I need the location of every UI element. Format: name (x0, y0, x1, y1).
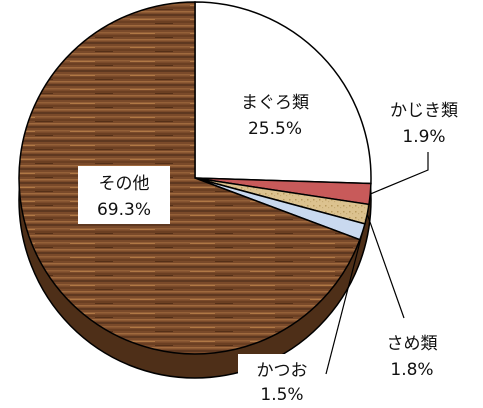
label-bg-other (78, 166, 170, 224)
slice-label-other: その他 (99, 174, 150, 194)
slice-value-same: 1.8% (390, 360, 433, 380)
leader-lines (325, 152, 429, 375)
slice-label-maguro: まぐろ類 (241, 93, 309, 113)
slice-other (18, 1, 361, 355)
slice-value-maguro: 25.5% (248, 119, 302, 139)
slice-value-other: 69.3% (97, 200, 151, 220)
slice-label-katsuo: かつお (257, 361, 308, 381)
pie-slices (18, 1, 372, 355)
label-bg-katsuo (238, 354, 324, 406)
leader-same (366, 214, 405, 319)
slice-value-kajiki: 1.9% (402, 127, 445, 147)
label-bg-same (368, 326, 456, 382)
slice-value-katsuo: 1.5% (260, 385, 303, 405)
leader-kajiki (370, 152, 429, 195)
leader-katsuo (325, 231, 364, 375)
slice-label-same: さめ類 (387, 334, 438, 354)
label-bg-kajiki (376, 94, 474, 150)
slice-label-kajiki: かじき類 (390, 101, 458, 121)
label-bg-maguro (220, 86, 330, 148)
